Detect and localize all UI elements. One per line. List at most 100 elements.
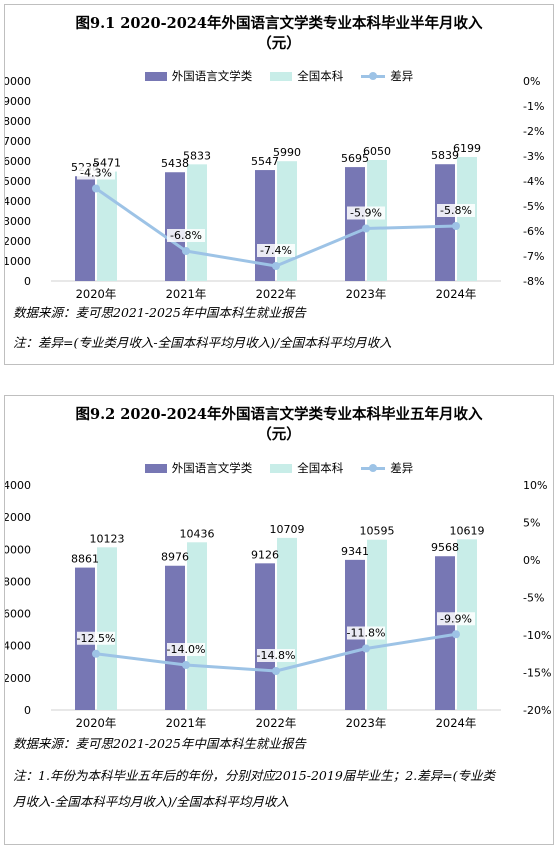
bar-label-national: 6199 [453,142,481,155]
diff-label: -14.0% [167,643,206,656]
y-tick-label: 4000 [5,640,31,653]
y-tick-label: 10000 [5,75,31,88]
y2-tick-label: -10% [523,629,551,642]
bar-label-major: 8861 [71,553,99,566]
diff-point [452,222,460,230]
x-tick-label: 2021年 [166,287,207,301]
diff-label-bg [257,649,295,662]
diff-label-bg [257,244,295,257]
chart-panel-2: 图9.2 2020-2024年外国语言文学类专业本科毕业五年月收入 （元） 外国… [4,395,554,845]
bar-national [187,542,207,710]
bar-label-major: 5438 [161,157,189,170]
x-tick-label: 2020年 [76,287,117,301]
diff-label: -7.4% [260,244,292,257]
bar-label-major: 9126 [251,548,279,561]
chart-note-line1: 注：1.年份为本科毕业五年后的年份，分别对应2015-2019届毕业生；2.差异… [13,768,496,783]
bar-major [345,167,365,281]
diff-point [92,184,100,193]
y2-tick-label: -8% [523,275,544,288]
diff-label-bg [77,166,115,180]
y-tick-label: 9000 [5,95,31,108]
y2-tick-label: -5% [523,200,544,213]
legend-swatch-diff [361,463,386,473]
bar-label-major: 5839 [431,149,459,162]
x-tick-label: 2023年 [346,287,387,301]
y2-tick-label: 0% [523,554,540,567]
diff-point [272,262,280,270]
bar-label-major: 9341 [341,545,369,558]
bar-major [165,565,185,710]
legend-item-diff: 差异 [361,460,413,476]
legend-label-national: 全国本科 [297,69,344,83]
diff-label-bg [347,626,385,640]
y2-tick-label: -3% [523,150,544,163]
data-source: 数据来源：麦可思2021-2025年中国本科生就业报告 [13,305,306,320]
y-tick-label: 1000 [5,255,31,268]
diff-label: -9.9% [440,612,472,625]
legend-item-diff: 差异 [361,68,413,84]
chart-title-line1: 图9.1 2020-2024年外国语言文学类专业本科毕业半年月收入 [75,15,483,32]
chart-legend: 外国语言文学类 全国本科 差异 [5,68,553,84]
diff-point [452,630,460,639]
chart-legend: 外国语言文学类 全国本科 差异 [5,460,553,476]
legend-label-diff: 差异 [390,461,414,475]
y-tick-label: 2000 [5,235,31,248]
chart-title-line2: （元） [257,426,301,443]
bar-major [75,176,95,281]
y2-tick-label: -15% [523,667,551,680]
legend-swatch-national [270,463,293,473]
bar-major [165,172,185,281]
bar-national [277,537,297,710]
diff-label: -6.8% [170,229,202,242]
bar-national [97,171,117,281]
y2-tick-label: -20% [523,704,551,717]
bar-label-national: 5833 [183,149,211,162]
x-tick-label: 2020年 [76,716,117,730]
y-tick-label: 5000 [5,175,31,188]
x-tick-label: 2022年 [256,716,297,730]
legend-label-diff: 差异 [390,69,414,83]
y-tick-label: 8000 [5,575,31,588]
y-tick-label: 3000 [5,215,31,228]
bar-national [97,547,117,710]
diff-point [272,667,280,675]
bar-label-national: 5471 [93,157,121,170]
chart-plot-2: 0 2000 4000 6000 8000 10000 12000 14000 -20% -15%… [5,479,551,730]
y-tick-label: 6000 [5,155,31,168]
y-tick-label: 6000 [5,608,31,621]
bar-national [367,539,387,710]
legend-swatch-major [144,463,167,473]
legend-label-major: 外国语言文学类 [171,69,253,83]
bar-label-national: 6050 [363,145,391,158]
legend-label-major: 外国语言文学类 [171,461,253,475]
diff-label: -12.5% [77,632,116,645]
y2-tick-label: 5% [523,517,540,530]
legend-label-national: 全国本科 [297,461,344,475]
legend-swatch-diff [361,71,386,81]
bar-label-national: 10619 [450,524,485,537]
legend-swatch-national [270,71,293,81]
diff-label-bg [167,229,205,242]
diff-label-bg [77,631,115,645]
bar-national [367,160,387,281]
y2-tick-label: -5% [523,592,544,605]
legend-item-national: 全国本科 [270,460,343,476]
diff-point [362,644,370,653]
y2-tick-label: -4% [523,175,544,188]
bar-major [435,164,455,281]
y2-tick-label: -2% [523,125,544,138]
bar-label-major: 5547 [251,155,279,168]
legend-swatch-major [144,71,167,81]
y2-tick-label: 10% [523,479,547,492]
bar-label-major: 5695 [341,152,369,165]
diff-point [182,247,190,255]
bar-label-national: 10123 [90,532,125,545]
x-tick-label: 2021年 [166,716,207,730]
diff-label-bg [437,612,475,626]
diff-label-bg [167,643,205,656]
y-tick-label: 2000 [5,672,31,685]
legend-item-major: 外国语言文学类 [144,460,253,476]
y-tick-label: 10000 [5,543,31,556]
y-tick-label: 12000 [5,511,31,524]
chart-panel-1: 图9.1 2020-2024年外国语言文学类专业本科毕业半年月收入 （元） 外国… [4,4,554,365]
